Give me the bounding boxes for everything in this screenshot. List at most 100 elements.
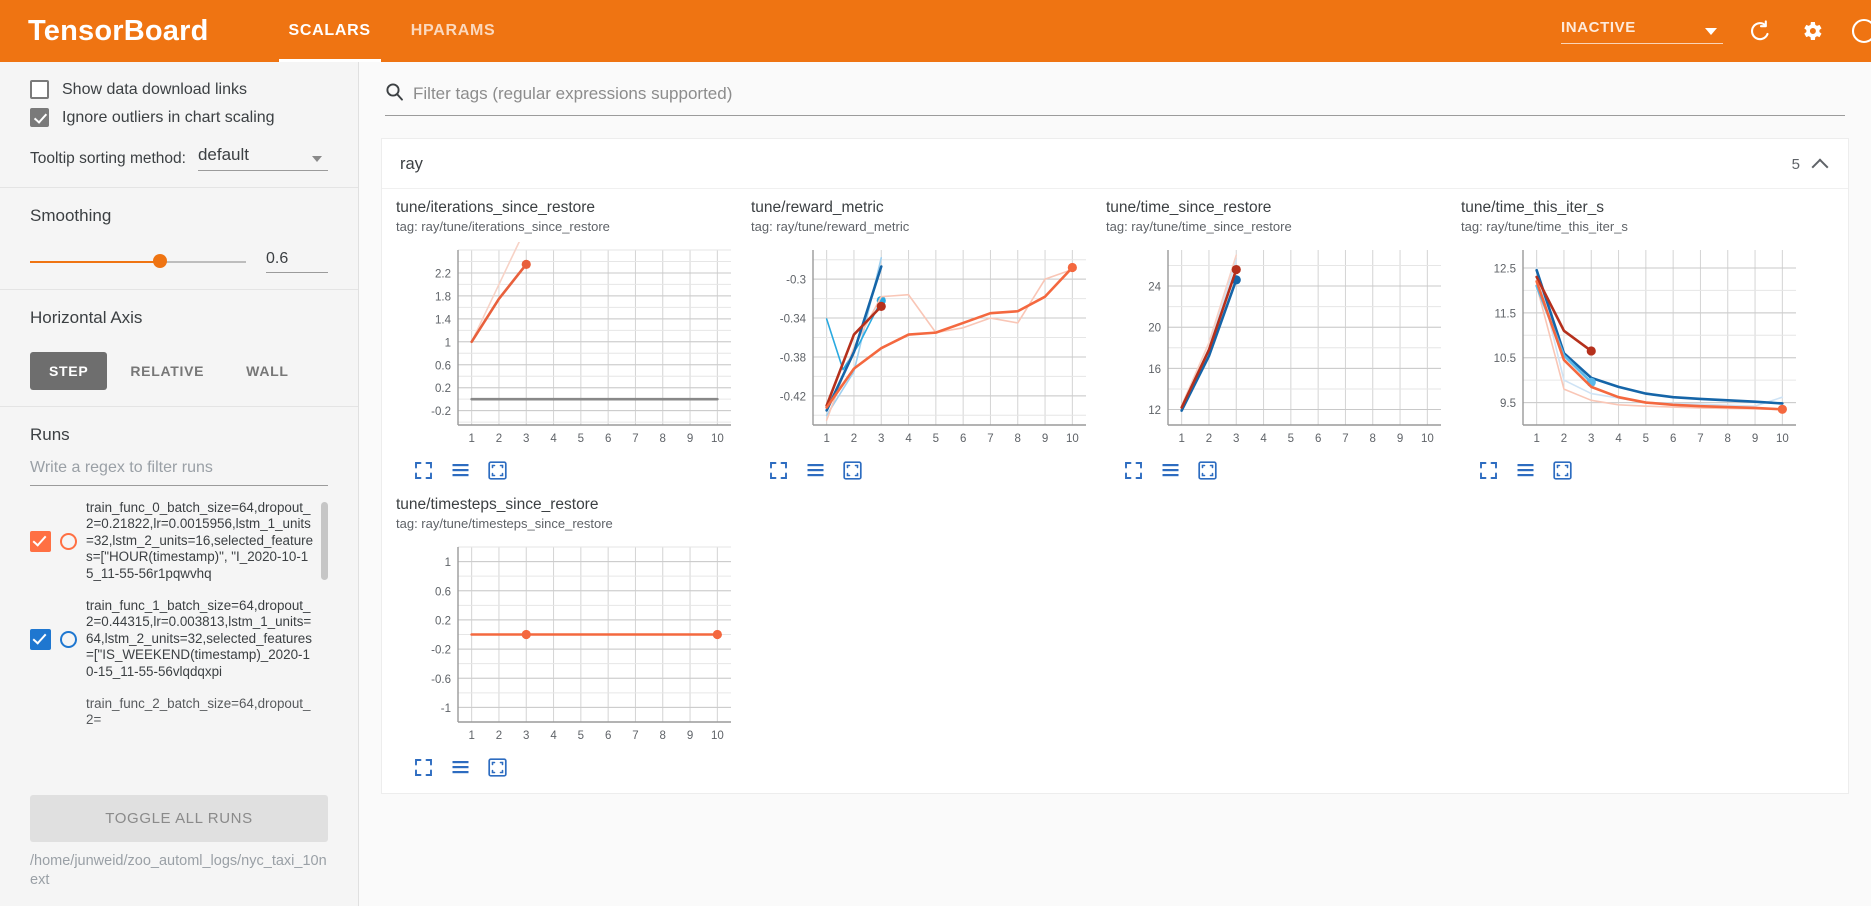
svg-text:3: 3 <box>1588 433 1594 445</box>
lines-icon[interactable] <box>1516 461 1535 480</box>
reset-axis-icon[interactable] <box>1198 461 1217 480</box>
slider-knob[interactable] <box>152 253 167 268</box>
svg-text:4: 4 <box>1615 433 1622 445</box>
tag-filter-bar[interactable]: Filter tags (regular expressions support… <box>385 82 1845 116</box>
svg-text:-0.2: -0.2 <box>431 406 451 418</box>
chart-toolbar <box>396 758 741 777</box>
smoothing-value[interactable]: 0.6 <box>266 250 328 273</box>
sidebar: Show data download links Ignore outliers… <box>0 62 359 906</box>
svg-text:6: 6 <box>605 433 611 445</box>
setting-show-download-links[interactable]: Show data download links <box>30 80 328 99</box>
list-item[interactable]: train_func_0_batch_size=64,dropout_2=0.2… <box>30 500 314 582</box>
expand-icon[interactable] <box>414 461 433 480</box>
tag-group-card: ray 5 tune/iterations_since_restore tag:… <box>381 138 1849 794</box>
svg-text:4: 4 <box>550 730 557 742</box>
lines-icon[interactable] <box>451 461 470 480</box>
lines-icon[interactable] <box>806 461 825 480</box>
svg-text:9: 9 <box>1397 433 1403 445</box>
reset-axis-icon[interactable] <box>1553 461 1572 480</box>
runs-scrollbar[interactable] <box>321 502 328 580</box>
toggle-all-runs-button[interactable]: TOGGLE ALL RUNS <box>30 795 328 842</box>
runs-filter-input[interactable]: Write a regex to filter runs <box>30 459 328 486</box>
svg-text:1: 1 <box>1533 433 1539 445</box>
chevron-down-icon <box>1705 27 1717 35</box>
svg-text:6: 6 <box>605 730 611 742</box>
setting-ignore-outliers[interactable]: Ignore outliers in chart scaling <box>30 108 328 127</box>
smoothing-slider[interactable] <box>30 253 246 268</box>
lines-icon[interactable] <box>1161 461 1180 480</box>
svg-text:7: 7 <box>632 730 638 742</box>
chart-plot[interactable]: 12 16 20 24 1 2 3 4 5 6 7 8 9 10 <box>1106 242 1451 457</box>
reload-mode-select[interactable]: INACTIVE <box>1561 19 1723 44</box>
svg-text:1: 1 <box>468 730 474 742</box>
svg-text:10: 10 <box>711 433 724 445</box>
checkbox-unchecked-icon[interactable] <box>30 80 49 99</box>
svg-text:-0.6: -0.6 <box>431 674 451 686</box>
chart-tag: tag: ray/tune/reward_metric <box>751 219 910 234</box>
chart-plot[interactable]: 9.5 10.5 11.5 12.5 1 2 3 4 5 6 7 8 9 10 <box>1461 242 1806 457</box>
svg-text:6: 6 <box>1315 433 1321 445</box>
svg-text:8: 8 <box>660 433 666 445</box>
chart-plot[interactable]: -0.2 0.2 0.6 1 1.4 1.8 2.2 1 2 3 4 5 6 7 8 9 10 <box>396 242 741 457</box>
setting-label: Show data download links <box>62 80 248 98</box>
svg-text:9: 9 <box>1752 433 1758 445</box>
expand-icon[interactable] <box>414 758 433 777</box>
reset-axis-icon[interactable] <box>488 758 507 777</box>
svg-text:2: 2 <box>1561 433 1567 445</box>
main-content: Filter tags (regular expressions support… <box>359 62 1871 906</box>
tag-group-count: 5 <box>1791 156 1800 173</box>
chart-tag: tag: ray/tune/iterations_since_restore <box>396 219 610 234</box>
svg-text:6: 6 <box>1670 433 1676 445</box>
gear-icon[interactable] <box>1797 16 1827 46</box>
run-color-circle[interactable] <box>60 532 77 550</box>
chart-title: tune/timesteps_since_restore <box>396 496 599 513</box>
run-checkbox[interactable] <box>30 530 51 552</box>
run-color-circle[interactable] <box>60 630 77 648</box>
reset-axis-icon[interactable] <box>843 461 862 480</box>
svg-text:7: 7 <box>987 433 993 445</box>
svg-text:2: 2 <box>496 730 502 742</box>
main-tabs: SCALARS HPARAMS <box>269 0 516 62</box>
expand-icon[interactable] <box>1479 461 1498 480</box>
slider-fill <box>30 260 160 263</box>
tag-filter-input[interactable]: Filter tags (regular expressions support… <box>413 84 733 103</box>
help-icon[interactable] <box>1849 16 1871 46</box>
svg-text:9: 9 <box>687 730 693 742</box>
chart-card-timesteps-since-restore: tune/timesteps_since_restore tag: ray/tu… <box>396 496 741 777</box>
expand-icon[interactable] <box>769 461 788 480</box>
svg-text:8: 8 <box>660 730 666 742</box>
svg-text:7: 7 <box>1342 433 1348 445</box>
chart-title: tune/time_since_restore <box>1106 199 1272 216</box>
svg-text:3: 3 <box>1233 433 1239 445</box>
refresh-icon[interactable] <box>1745 16 1775 46</box>
chart-plot[interactable]: -1 -0.6 -0.2 0.2 0.6 1 1 2 3 4 5 6 7 8 9 10 <box>396 539 741 754</box>
run-checkbox[interactable] <box>30 628 51 650</box>
axis-option-relative[interactable]: RELATIVE <box>130 363 205 379</box>
svg-text:10: 10 <box>1066 433 1079 445</box>
run-label: train_func_0_batch_size=64,dropout_2=0.2… <box>86 500 314 581</box>
list-item[interactable]: train_func_2_batch_size=64,dropout_2= <box>30 696 314 729</box>
tooltip-sorting-row: Tooltip sorting method: default <box>30 145 328 171</box>
settings-section: Show data download links Ignore outliers… <box>0 62 358 188</box>
checkbox-checked-icon[interactable] <box>30 108 49 127</box>
expand-icon[interactable] <box>1124 461 1143 480</box>
svg-text:5: 5 <box>1643 433 1649 445</box>
tag-group-header[interactable]: ray 5 <box>382 139 1848 189</box>
chart-toolbar <box>1461 461 1806 480</box>
app-header: TensorBoard SCALARS HPARAMS INACTIVE <box>0 0 1871 62</box>
svg-text:1.4: 1.4 <box>435 314 452 326</box>
tab-hparams[interactable]: HPARAMS <box>410 22 496 39</box>
tooltip-sorting-select[interactable]: default <box>197 145 328 171</box>
svg-text:2: 2 <box>851 433 857 445</box>
chart-title: tune/reward_metric <box>751 199 884 216</box>
chart-plot[interactable]: -0.42 -0.38 -0.34 -0.3 1 2 3 4 5 6 7 8 9 10 <box>751 242 1096 457</box>
tab-scalars[interactable]: SCALARS <box>269 0 391 62</box>
axis-option-wall[interactable]: WALL <box>246 363 289 379</box>
chevron-up-icon[interactable] <box>1811 158 1829 176</box>
tag-group-name: ray <box>400 155 423 173</box>
lines-icon[interactable] <box>451 758 470 777</box>
list-item[interactable]: train_func_1_batch_size=64,dropout_2=0.4… <box>30 598 314 680</box>
svg-text:12.5: 12.5 <box>1494 263 1516 275</box>
axis-option-step[interactable]: STEP <box>30 352 108 390</box>
reset-axis-icon[interactable] <box>488 461 507 480</box>
